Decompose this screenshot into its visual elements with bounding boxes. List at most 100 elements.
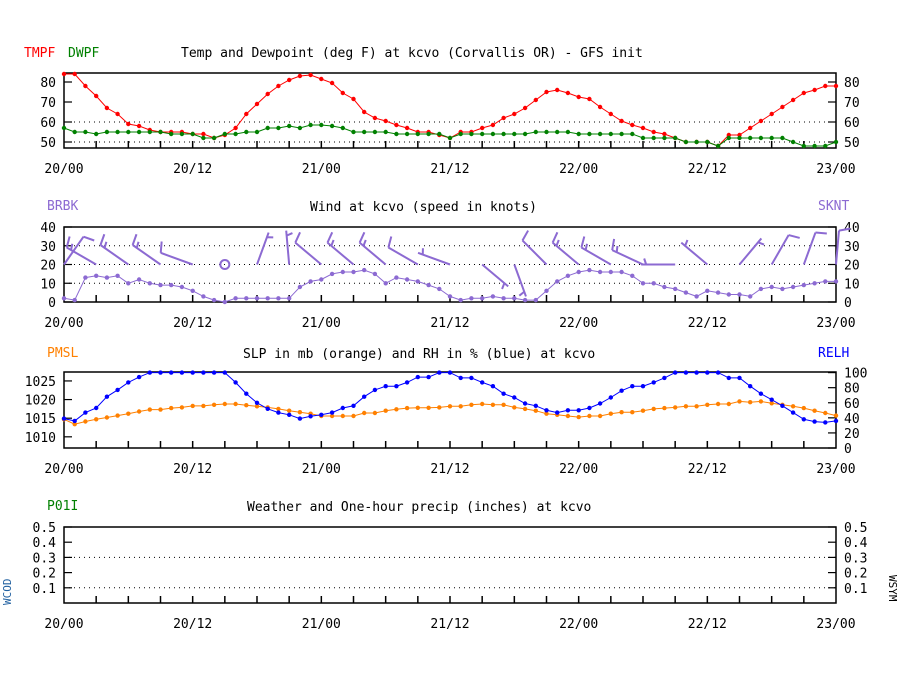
data-point-tmpf	[608, 111, 613, 117]
barb-half-feather	[362, 239, 367, 247]
data-point-sknt	[833, 279, 839, 284]
barb-shaft	[358, 241, 387, 266]
data-point-relh	[190, 370, 195, 375]
data-point-dwpf	[812, 143, 817, 149]
data-point-pmsl	[254, 404, 260, 409]
data-point-pmsl	[394, 407, 399, 412]
data-point-pmsl	[790, 404, 796, 409]
data-point-dwpf	[769, 135, 774, 141]
data-point-sknt	[72, 297, 77, 303]
data-point-tmpf	[319, 76, 324, 82]
data-point-sknt	[501, 296, 506, 301]
data-point-relh	[404, 380, 410, 385]
y-tick-label-right: 60	[844, 397, 860, 412]
y-tick-label-right: 70	[844, 96, 860, 111]
data-point-pmsl	[383, 408, 388, 413]
barb-half-feather	[286, 232, 293, 237]
data-point-relh	[254, 400, 260, 405]
data-point-pmsl	[490, 402, 496, 407]
relh-label: RELH	[818, 346, 849, 361]
data-point-pmsl	[329, 413, 335, 419]
data-point-dwpf	[104, 129, 110, 135]
barb-half-feather	[684, 239, 689, 247]
y-tick-label-right: 80	[844, 382, 860, 397]
data-point-pmsl	[748, 400, 753, 405]
barb-shaft	[99, 244, 129, 266]
data-point-sknt	[458, 297, 463, 303]
data-point-dwpf	[715, 143, 721, 149]
data-point-pmsl	[533, 408, 538, 413]
wind-barb	[521, 230, 548, 266]
x-tick-label: 20/00	[44, 617, 83, 632]
data-point-sknt	[94, 273, 99, 278]
y-tick-label-right: 40	[844, 221, 860, 236]
data-point-pmsl	[297, 410, 303, 415]
data-point-relh	[705, 370, 710, 375]
barb-shaft	[160, 251, 194, 266]
data-point-tmpf	[490, 122, 496, 128]
data-point-sknt	[61, 296, 67, 301]
data-point-sknt	[630, 273, 635, 278]
data-point-sknt	[308, 279, 313, 284]
plot-frame	[63, 371, 837, 449]
data-point-pmsl	[662, 405, 667, 411]
data-point-dwpf	[748, 135, 753, 141]
data-point-relh	[222, 370, 227, 375]
data-point-dwpf	[737, 135, 742, 141]
data-point-dwpf	[705, 139, 710, 145]
temp-plot-area	[61, 71, 839, 149]
data-point-relh	[683, 370, 689, 375]
precip-plot-area	[63, 526, 837, 604]
data-point-sknt	[576, 269, 581, 275]
data-point-relh	[576, 408, 581, 413]
barb-shaft	[513, 264, 527, 297]
x-tick-label: 21/12	[430, 316, 469, 331]
data-point-dwpf	[522, 131, 528, 137]
data-point-pmsl	[501, 402, 506, 407]
data-point-dwpf	[254, 129, 260, 135]
data-point-relh	[115, 387, 120, 393]
data-point-dwpf	[190, 131, 195, 137]
wind-barb	[131, 233, 162, 266]
data-point-dwpf	[233, 131, 238, 137]
data-point-relh	[715, 370, 721, 375]
data-point-tmpf	[287, 77, 292, 83]
data-point-dwpf	[169, 131, 174, 137]
data-point-sknt	[748, 294, 753, 299]
data-point-relh	[158, 370, 163, 375]
data-point-pmsl	[801, 405, 806, 411]
data-point-relh	[201, 370, 206, 375]
x-tick-label: 21/12	[430, 617, 469, 632]
data-point-dwpf	[587, 131, 592, 137]
data-point-tmpf	[533, 97, 538, 103]
data-point-relh	[630, 384, 635, 389]
data-point-sknt	[790, 284, 796, 290]
x-tick-label: 22/00	[559, 617, 598, 632]
data-point-tmpf	[104, 105, 110, 111]
y-tick-label-right: 0	[844, 442, 852, 457]
wind-barb	[417, 248, 451, 266]
plot-frame	[63, 526, 837, 604]
data-point-sknt	[469, 296, 474, 301]
wind-panel-title: Wind at kcvo (speed in knots)	[310, 200, 537, 215]
data-point-relh	[437, 370, 442, 375]
data-point-sknt	[362, 267, 367, 273]
data-point-relh	[480, 380, 485, 385]
barb-shaft	[551, 241, 580, 266]
y-tick-label: 1020	[25, 394, 56, 409]
data-point-dwpf	[458, 131, 463, 137]
data-point-tmpf	[587, 96, 592, 102]
data-point-relh	[340, 405, 345, 411]
data-point-sknt	[608, 269, 613, 275]
pmsl-label: PMSL	[47, 346, 78, 361]
data-point-pmsl	[544, 411, 549, 416]
barb-feather	[159, 241, 163, 253]
data-point-dwpf	[115, 129, 120, 135]
data-point-tmpf	[522, 105, 528, 111]
y-tick-label-right: 80	[844, 76, 860, 91]
data-point-dwpf	[244, 129, 249, 135]
data-point-dwpf	[597, 131, 603, 137]
data-point-sknt	[244, 296, 249, 301]
barb-feather	[580, 236, 586, 248]
data-point-tmpf	[233, 125, 238, 131]
